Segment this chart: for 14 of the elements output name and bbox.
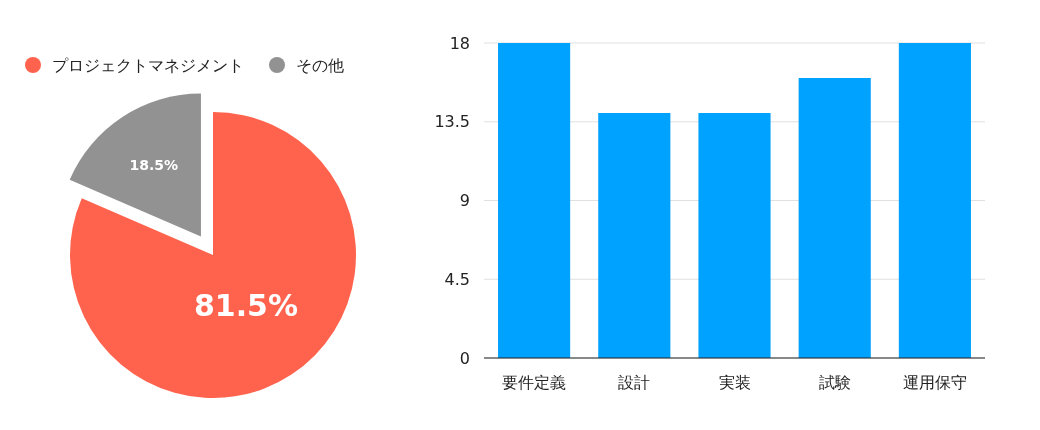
legend-label: プロジェクトマネジメント bbox=[52, 55, 244, 75]
data-label: 18.5% bbox=[129, 156, 179, 173]
x-tick-label: 設計 bbox=[618, 372, 651, 392]
y-tick-label: 0 bbox=[459, 348, 470, 368]
x-tick-label: 試験 bbox=[818, 372, 851, 392]
y-tick-label: 4.5 bbox=[444, 269, 470, 289]
y-tick-label: 13.5 bbox=[434, 112, 470, 132]
x-tick-label: 運用保守 bbox=[902, 372, 967, 392]
legend-label: その他 bbox=[296, 55, 344, 75]
x-tick-label: 実装 bbox=[718, 372, 751, 392]
y-tick-label: 18 bbox=[449, 33, 470, 53]
data-label: 81.5% bbox=[193, 287, 299, 323]
y-tick-label: 9 bbox=[459, 191, 470, 210]
x-tick-label: 要件定義 bbox=[502, 372, 567, 392]
